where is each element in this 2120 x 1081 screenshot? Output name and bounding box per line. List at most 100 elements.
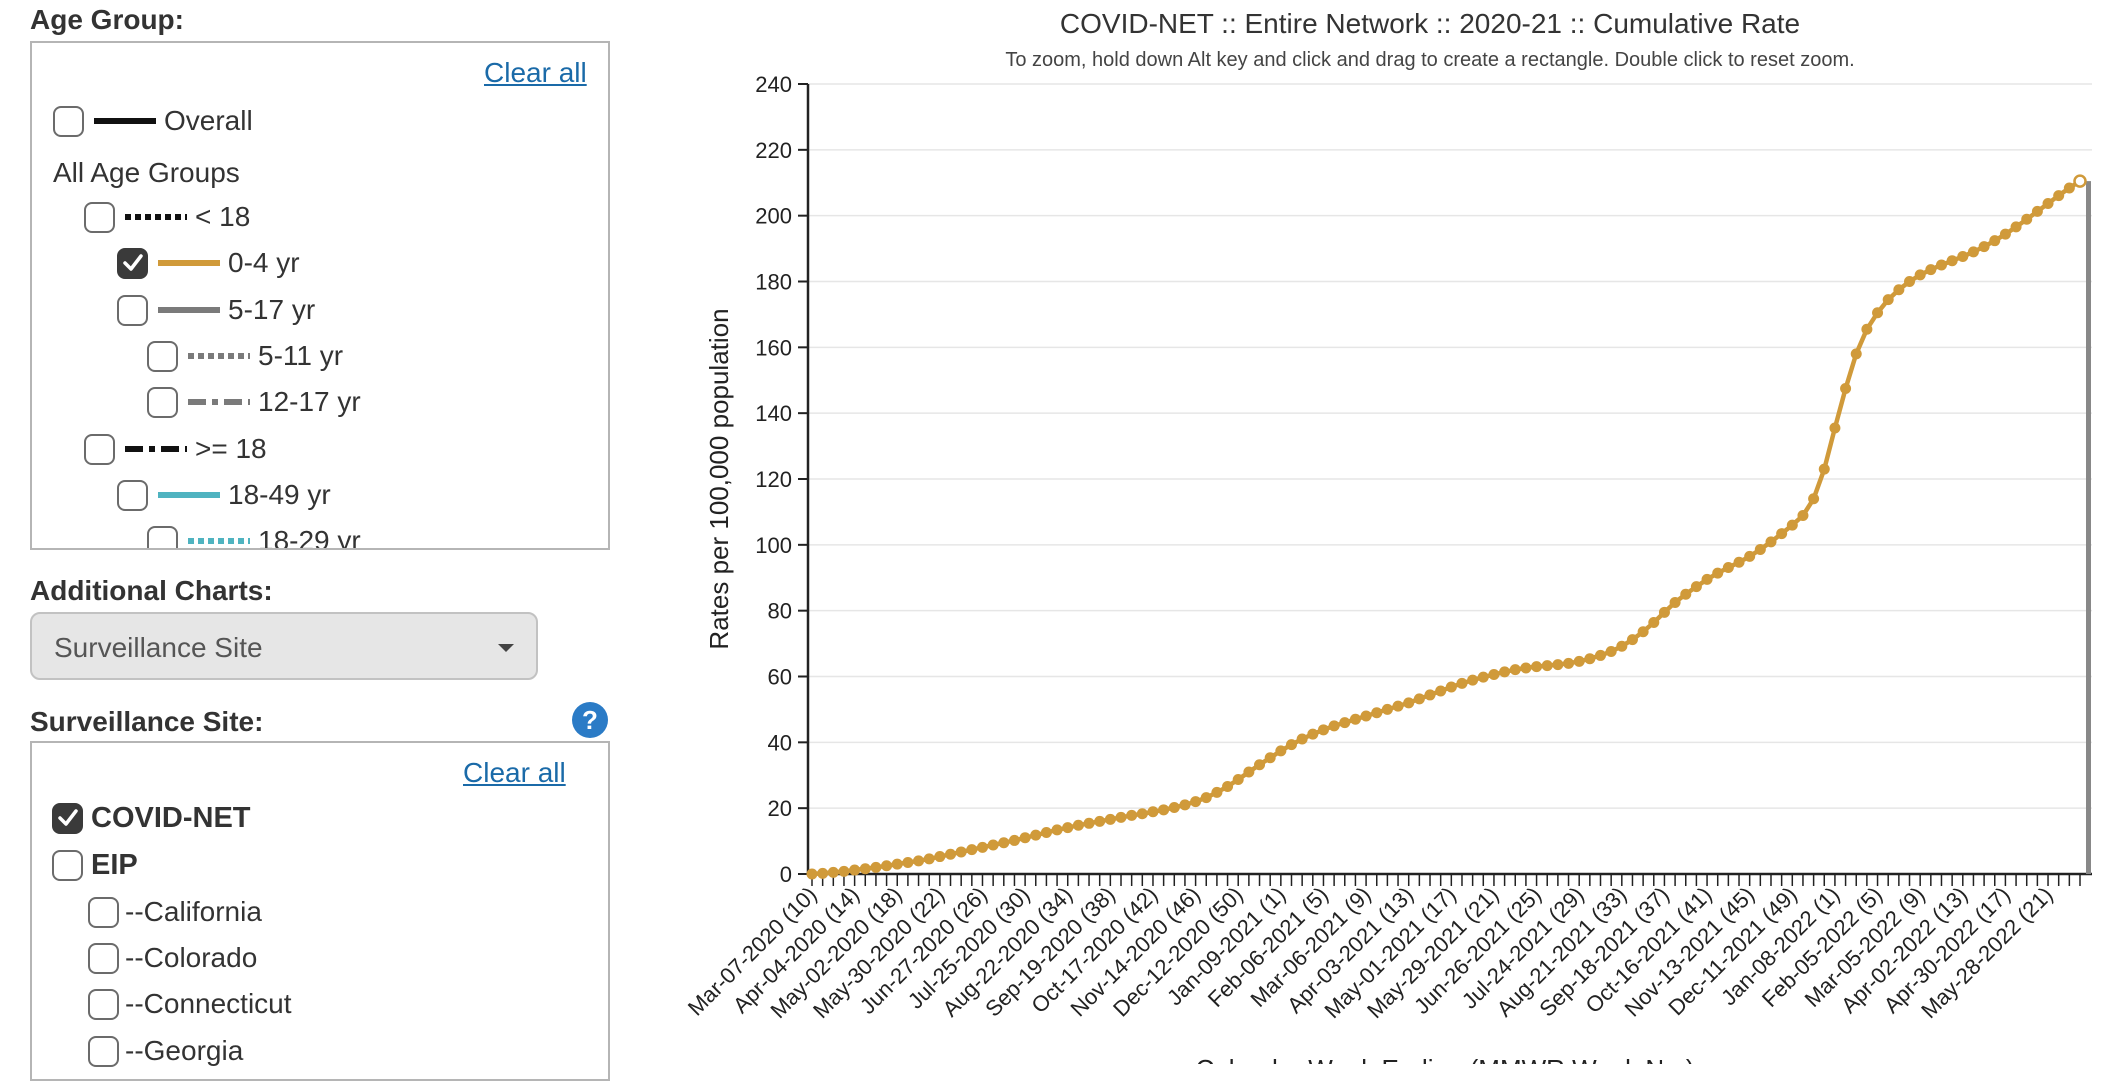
age-group-option[interactable]: 12-17 yr (147, 382, 361, 422)
data-point (870, 861, 882, 873)
data-point (1435, 685, 1447, 697)
chart-title: COVID-NET :: Entire Network :: 2020-21 :… (1060, 8, 1800, 39)
y-tick-label: 120 (755, 467, 792, 492)
surveillance-site-option[interactable]: --California (88, 892, 262, 932)
data-point (827, 866, 839, 878)
series-line-0-4-yr (811, 179, 2082, 877)
data-point (1722, 562, 1734, 574)
overall-label: Overall (164, 105, 253, 136)
data-point (1360, 710, 1372, 722)
surveillance-site-option[interactable]: --Colorado (88, 938, 257, 978)
overall-checkbox[interactable] (53, 105, 84, 137)
data-point (1595, 649, 1607, 661)
age-group-checkbox[interactable] (147, 340, 178, 372)
age-group-option[interactable]: 5-11 yr (147, 336, 343, 376)
data-point (891, 858, 903, 870)
data-point (1254, 759, 1266, 771)
surveillance-site-checkbox[interactable] (88, 988, 119, 1020)
data-point (1882, 294, 1894, 306)
y-tick-label: 60 (768, 665, 792, 690)
y-tick-label: 40 (768, 730, 792, 755)
age-group-checkbox[interactable] (84, 201, 115, 233)
data-point (1104, 813, 1116, 825)
age-group-option[interactable]: >= 18 (84, 429, 267, 469)
data-point (1275, 745, 1287, 757)
help-icon[interactable]: ? (572, 702, 608, 738)
age-group-checkbox[interactable] (147, 386, 178, 418)
surveillance-site-checkbox[interactable] (52, 849, 83, 881)
data-point (1179, 799, 1191, 811)
surveillance-site-checkbox[interactable] (52, 802, 83, 834)
age-group-label: >= 18 (195, 433, 267, 464)
data-point (1413, 693, 1425, 705)
age-group-checkbox[interactable] (117, 294, 148, 326)
data-point (1989, 235, 2001, 247)
chart-subtitle: To zoom, hold down Alt key and click and… (1005, 49, 1854, 71)
y-tick-label: 220 (755, 138, 792, 163)
age-group-checkbox[interactable] (117, 479, 148, 511)
overall-option[interactable]: Overall (53, 101, 253, 141)
data-point (1403, 697, 1415, 709)
surveillance-site-checkbox[interactable] (88, 942, 119, 974)
y-tick-label: 20 (768, 796, 792, 821)
data-point (1222, 780, 1234, 792)
data-point (1456, 677, 1468, 689)
data-point (1040, 827, 1052, 839)
age-group-option[interactable]: 18-29 yr (147, 521, 361, 550)
data-point (1392, 700, 1404, 712)
data-point (1690, 581, 1702, 593)
data-point (1861, 323, 1873, 335)
data-point (2042, 197, 2054, 209)
surveillance-site-checkbox[interactable] (88, 896, 119, 928)
age-group-checkbox[interactable] (117, 247, 148, 279)
data-point (1776, 528, 1788, 540)
data-point (934, 851, 946, 863)
age-group-option[interactable]: < 18 (84, 197, 250, 237)
data-point (2063, 182, 2075, 194)
age-group-clear-all-link[interactable]: Clear all (484, 57, 587, 88)
age-group-option[interactable]: 0-4 yr (117, 243, 300, 283)
surveillance-site-clear-all-link[interactable]: Clear all (463, 757, 566, 788)
age-group-option[interactable]: 5-17 yr (117, 290, 315, 330)
data-point (1477, 671, 1489, 683)
data-point (1978, 241, 1990, 253)
line-style-swatch (188, 399, 250, 405)
y-tick-label: 200 (755, 204, 792, 229)
data-point (1200, 792, 1212, 804)
data-point (1818, 463, 1830, 475)
surveillance-site-option[interactable]: EIP (52, 845, 138, 885)
data-point (1786, 519, 1798, 531)
data-point (1754, 543, 1766, 555)
data-point (1094, 815, 1106, 827)
age-group-label: 18-49 yr (228, 479, 331, 510)
data-point (1669, 596, 1681, 608)
surveillance-site-option[interactable]: COVID-NET (52, 798, 251, 838)
age-group-option[interactable]: 18-49 yr (117, 475, 331, 515)
data-point (2073, 174, 2087, 188)
age-group-checkbox[interactable] (147, 525, 178, 548)
age-group-list[interactable]: Clear all Overall All Age Groups < 18 0-4… (30, 41, 610, 550)
data-point (1328, 720, 1340, 732)
age-group-label: 18-29 yr (258, 525, 361, 550)
surveillance-site-list[interactable]: Clear all COVID-NET EIP --California --Colo… (30, 741, 610, 1081)
age-group-checkbox[interactable] (84, 433, 115, 465)
data-point (1872, 307, 1884, 319)
line-style-swatch (125, 446, 187, 452)
line-style-swatch (125, 214, 187, 220)
data-point (1744, 550, 1756, 562)
surveillance-site-label: --California (125, 896, 262, 927)
line-style-swatch (158, 492, 220, 498)
surveillance-site-label: --Georgia (125, 1035, 244, 1066)
data-point (838, 865, 850, 877)
data-point (881, 860, 893, 872)
surveillance-site-option[interactable]: --Georgia (88, 1031, 243, 1071)
data-point (1946, 255, 1958, 267)
surveillance-site-option[interactable]: --Connecticut (88, 984, 292, 1024)
data-point (1019, 832, 1031, 844)
data-point (987, 839, 999, 851)
data-point (998, 837, 1010, 849)
data-point (1904, 276, 1916, 287)
additional-charts-select[interactable]: Surveillance Site (30, 612, 538, 680)
age-group-label: 5-17 yr (228, 294, 316, 325)
